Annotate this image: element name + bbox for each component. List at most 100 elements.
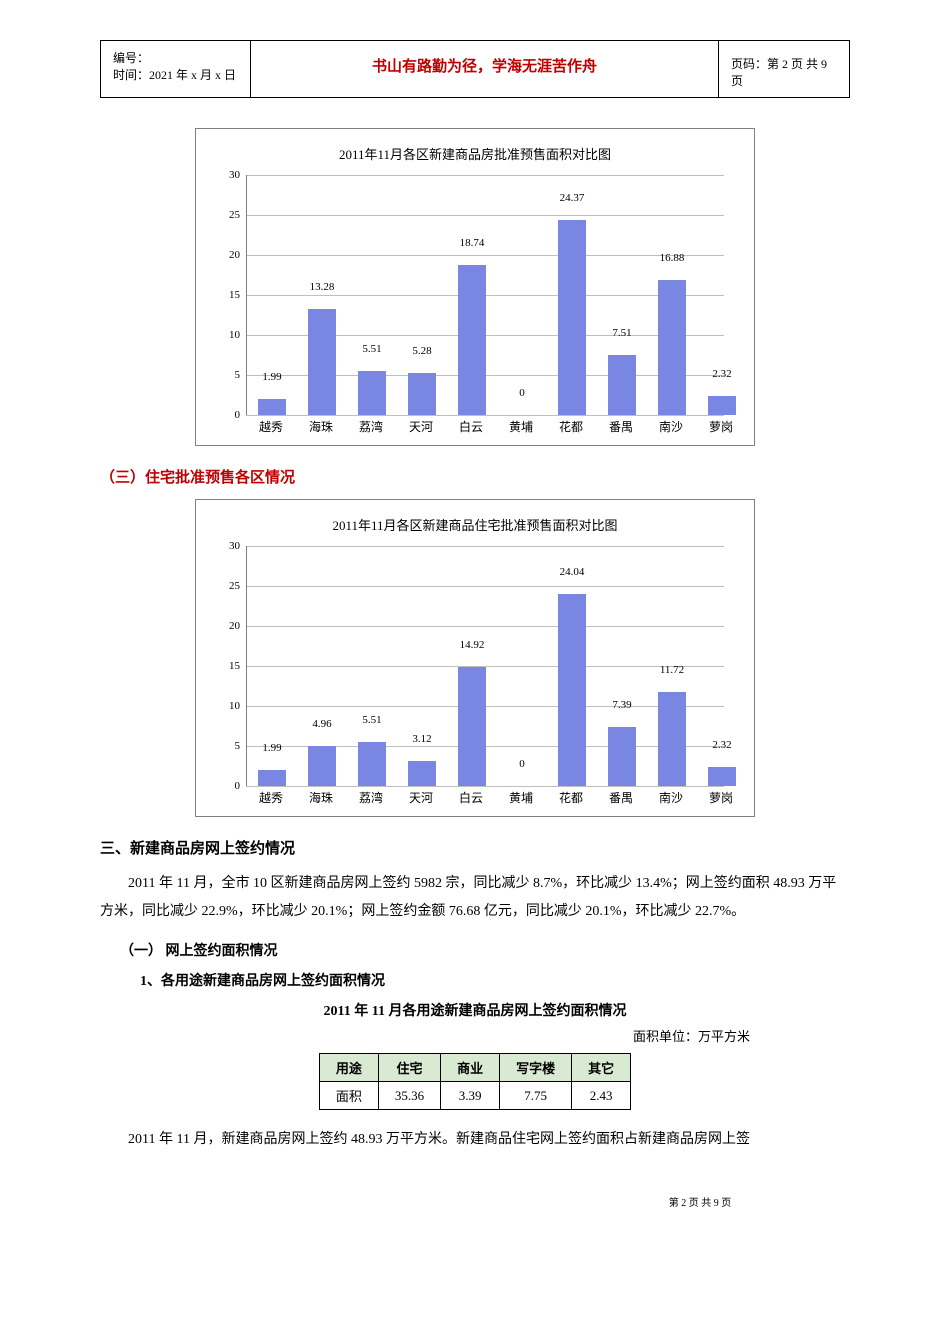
bar [258, 770, 286, 786]
x-label: 越秀 [251, 418, 291, 435]
y-tick: 25 [216, 209, 240, 221]
bar-value-label: 16.88 [652, 252, 692, 264]
bar-value-label: 2.32 [702, 368, 742, 380]
x-label: 荔湾 [351, 789, 391, 806]
subheading-2: 1、各用途新建商品房网上签约面积情况 [140, 970, 850, 990]
header-date: 时间：2021 年 x 月 x 日 [113, 66, 238, 83]
chart-1: 2011年11月各区新建商品房批准预售面积对比图 0510152025301.9… [195, 128, 755, 446]
bar [308, 309, 336, 415]
x-label: 白云 [451, 418, 491, 435]
table-title: 2011 年 11 月各用途新建商品房网上签约面积情况 [100, 1000, 850, 1020]
x-label: 黄埔 [501, 418, 541, 435]
bar [258, 399, 286, 415]
y-tick: 5 [216, 369, 240, 381]
y-tick: 0 [216, 780, 240, 792]
bar-value-label: 14.92 [452, 639, 492, 651]
x-label: 天河 [401, 789, 441, 806]
chart-2-title: 2011年11月各区新建商品住宅批准预售面积对比图 [216, 515, 734, 534]
table-cell: 2.43 [572, 1082, 631, 1110]
table-header-cell: 住宅 [378, 1054, 440, 1082]
y-tick: 10 [216, 700, 240, 712]
table-header-cell: 商业 [441, 1054, 500, 1082]
x-label: 海珠 [301, 418, 341, 435]
bar [608, 727, 636, 786]
x-label: 萝岗 [701, 789, 741, 806]
x-label: 南沙 [651, 789, 691, 806]
bar-value-label: 5.51 [352, 343, 392, 355]
subheading-1: （一） 网上签约面积情况 [120, 940, 850, 960]
x-label: 花都 [551, 418, 591, 435]
paragraph-2: 2011 年 11 月，新建商品房网上签约 48.93 万平方米。新建商品住宅网… [100, 1126, 850, 1154]
page-header: 编号： 时间：2021 年 x 月 x 日 书山有路勤为径，学海无涯苦作舟 页码… [100, 40, 850, 98]
table-header-cell: 其它 [572, 1054, 631, 1082]
table-cell: 3.39 [441, 1082, 500, 1110]
bar-value-label: 24.37 [552, 192, 592, 204]
y-tick: 5 [216, 740, 240, 752]
bar-value-label: 5.51 [352, 714, 392, 726]
footer: 第 2 页 共 9 页 [100, 1194, 850, 1209]
bar-value-label: 7.51 [602, 327, 642, 339]
bar-value-label: 13.28 [302, 281, 342, 293]
data-table: 用途住宅商业写字楼其它 面积35.363.397.752.43 [319, 1053, 631, 1110]
chart-2: 2011年11月各区新建商品住宅批准预售面积对比图 0510152025301.… [195, 499, 755, 817]
bar [708, 396, 736, 415]
table-cell: 7.75 [500, 1082, 572, 1110]
bar [408, 373, 436, 415]
bar [608, 355, 636, 415]
y-tick: 10 [216, 329, 240, 341]
bar-value-label: 3.12 [402, 733, 442, 745]
plot-area: 1.9913.285.515.2818.74024.377.5116.882.3… [246, 175, 724, 415]
y-tick: 20 [216, 620, 240, 632]
header-center: 书山有路勤为径，学海无涯苦作舟 [251, 41, 719, 97]
x-label: 天河 [401, 418, 441, 435]
x-label: 黄埔 [501, 789, 541, 806]
bar-value-label: 18.74 [452, 237, 492, 249]
gridline [246, 415, 724, 416]
bar [658, 692, 686, 786]
bar-value-label: 0 [502, 758, 542, 770]
bar-value-label: 2.32 [702, 739, 742, 751]
bar [708, 767, 736, 786]
y-tick: 30 [216, 169, 240, 181]
x-label: 海珠 [301, 789, 341, 806]
x-label: 番禺 [601, 789, 641, 806]
heading-3: 三、新建商品房网上签约情况 [100, 837, 850, 858]
x-label: 番禺 [601, 418, 641, 435]
bar [558, 594, 586, 786]
header-right: 页码：第 2 页 共 9 页 [719, 41, 849, 97]
bar-value-label: 11.72 [652, 664, 692, 676]
table-cell: 35.36 [378, 1082, 440, 1110]
bar [458, 265, 486, 415]
bar [458, 667, 486, 786]
table-header-cell: 用途 [319, 1054, 378, 1082]
bar-value-label: 5.28 [402, 345, 442, 357]
bar [358, 371, 386, 415]
bar-value-label: 4.96 [302, 718, 342, 730]
x-label: 南沙 [651, 418, 691, 435]
y-tick: 20 [216, 249, 240, 261]
x-label: 花都 [551, 789, 591, 806]
bar [658, 280, 686, 415]
bar [308, 746, 336, 786]
header-id: 编号： [113, 49, 238, 66]
bar [358, 742, 386, 786]
chart-1-title: 2011年11月各区新建商品房批准预售面积对比图 [216, 144, 734, 163]
y-tick: 30 [216, 540, 240, 552]
bar-value-label: 1.99 [252, 742, 292, 754]
y-tick: 15 [216, 289, 240, 301]
bar [558, 220, 586, 415]
section-3-heading: （三）住宅批准预售各区情况 [100, 466, 850, 487]
x-label: 越秀 [251, 789, 291, 806]
table-header-cell: 写字楼 [500, 1054, 572, 1082]
y-tick: 25 [216, 580, 240, 592]
bar-value-label: 0 [502, 387, 542, 399]
bar-value-label: 7.39 [602, 699, 642, 711]
bar-value-label: 24.04 [552, 566, 592, 578]
x-label: 白云 [451, 789, 491, 806]
header-left: 编号： 时间：2021 年 x 月 x 日 [101, 41, 251, 97]
plot-area: 1.994.965.513.1214.92024.047.3911.722.32 [246, 546, 724, 786]
x-label: 荔湾 [351, 418, 391, 435]
x-label: 萝岗 [701, 418, 741, 435]
paragraph-1: 2011 年 11 月，全市 10 区新建商品房网上签约 5982 宗，同比减少… [100, 870, 850, 926]
gridline [246, 786, 724, 787]
